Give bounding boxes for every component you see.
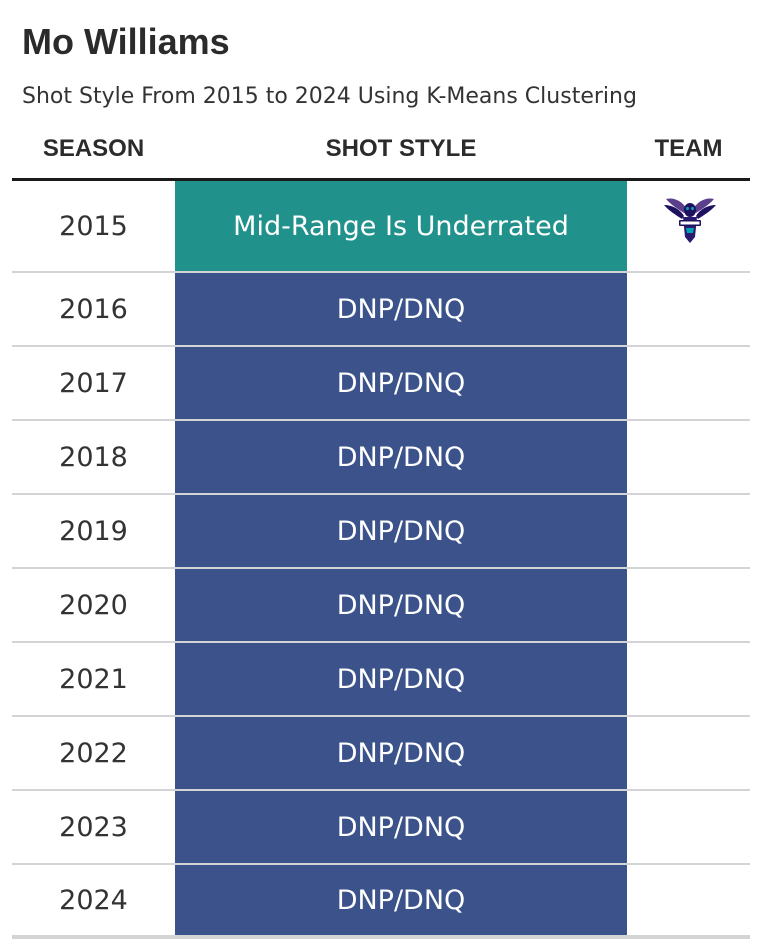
season-cell: 2024 [59, 884, 128, 916]
column-header-shot-style: SHOT STYLE [325, 135, 477, 162]
chart-title: Mo Williams [22, 21, 230, 62]
season-cell: 2020 [59, 589, 128, 621]
header-divider [12, 178, 750, 181]
season-cell: 2019 [59, 515, 128, 547]
table-row: 2020 DNP/DNQ [12, 569, 750, 643]
season-table: 2015 Mid-Range Is Underrated 2016 DNP/DNQ 20… [12, 181, 750, 939]
shot-style-cell: DNP/DNQ [175, 865, 627, 935]
shot-style-cell: DNP/DNQ [175, 791, 627, 863]
column-header-season: SEASON [42, 135, 145, 162]
column-header-team: TEAM [654, 135, 723, 162]
shot-style-cell: DNP/DNQ [175, 495, 627, 567]
team-cell [627, 569, 750, 641]
table-row: 2015 Mid-Range Is Underrated [12, 181, 750, 273]
table-row: 2022 DNP/DNQ [12, 717, 750, 791]
shot-style-cell: DNP/DNQ [175, 273, 627, 345]
table-row: 2017 DNP/DNQ [12, 347, 750, 421]
team-cell [627, 347, 750, 419]
shot-style-cell: DNP/DNQ [175, 421, 627, 493]
shot-style-cell: DNP/DNQ [175, 347, 627, 419]
season-cell: 2016 [59, 293, 128, 325]
shot-style-cell: Mid-Range Is Underrated [175, 181, 627, 271]
season-cell: 2023 [59, 811, 128, 843]
team-cell [627, 181, 750, 271]
team-cell [627, 643, 750, 715]
season-cell: 2022 [59, 737, 128, 769]
table-row: 2021 DNP/DNQ [12, 643, 750, 717]
chart-subtitle: Shot Style From 2015 to 2024 Using K-Mea… [22, 84, 637, 109]
season-cell: 2015 [59, 210, 128, 242]
table-row: 2023 DNP/DNQ [12, 791, 750, 865]
hornets-logo-icon [664, 198, 716, 243]
team-cell [627, 495, 750, 567]
team-cell [627, 421, 750, 493]
table-row: 2018 DNP/DNQ [12, 421, 750, 495]
table-row: 2024 DNP/DNQ [12, 865, 750, 939]
shot-style-cell: DNP/DNQ [175, 569, 627, 641]
shot-style-cell: DNP/DNQ [175, 643, 627, 715]
table-row: 2016 DNP/DNQ [12, 273, 750, 347]
season-cell: 2017 [59, 367, 128, 399]
season-cell: 2018 [59, 441, 128, 473]
season-cell: 2021 [59, 663, 128, 695]
team-cell [627, 717, 750, 789]
team-cell [627, 273, 750, 345]
table-row: 2019 DNP/DNQ [12, 495, 750, 569]
shot-style-cell: DNP/DNQ [175, 717, 627, 789]
team-cell [627, 865, 750, 935]
team-cell [627, 791, 750, 863]
